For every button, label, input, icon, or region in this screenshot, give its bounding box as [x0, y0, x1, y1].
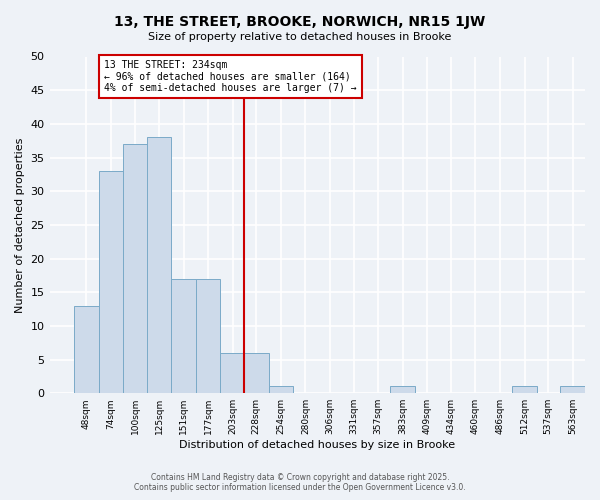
Bar [560, 386, 585, 393]
Bar [391, 386, 415, 393]
Bar [512, 386, 537, 393]
Bar [220, 353, 245, 393]
Bar [269, 386, 293, 393]
Text: Contains HM Land Registry data © Crown copyright and database right 2025.
Contai: Contains HM Land Registry data © Crown c… [134, 473, 466, 492]
Text: 13 THE STREET: 234sqm
← 96% of detached houses are smaller (164)
4% of semi-deta: 13 THE STREET: 234sqm ← 96% of detached … [104, 60, 357, 93]
Y-axis label: Number of detached properties: Number of detached properties [15, 137, 25, 312]
Text: Size of property relative to detached houses in Brooke: Size of property relative to detached ho… [148, 32, 452, 42]
Bar [172, 278, 196, 393]
Bar [244, 353, 269, 393]
Text: 13, THE STREET, BROOKE, NORWICH, NR15 1JW: 13, THE STREET, BROOKE, NORWICH, NR15 1J… [115, 15, 485, 29]
Bar [123, 144, 148, 393]
Bar [147, 138, 172, 393]
Bar [98, 171, 123, 393]
X-axis label: Distribution of detached houses by size in Brooke: Distribution of detached houses by size … [179, 440, 455, 450]
Bar [74, 306, 98, 393]
Bar [196, 278, 220, 393]
